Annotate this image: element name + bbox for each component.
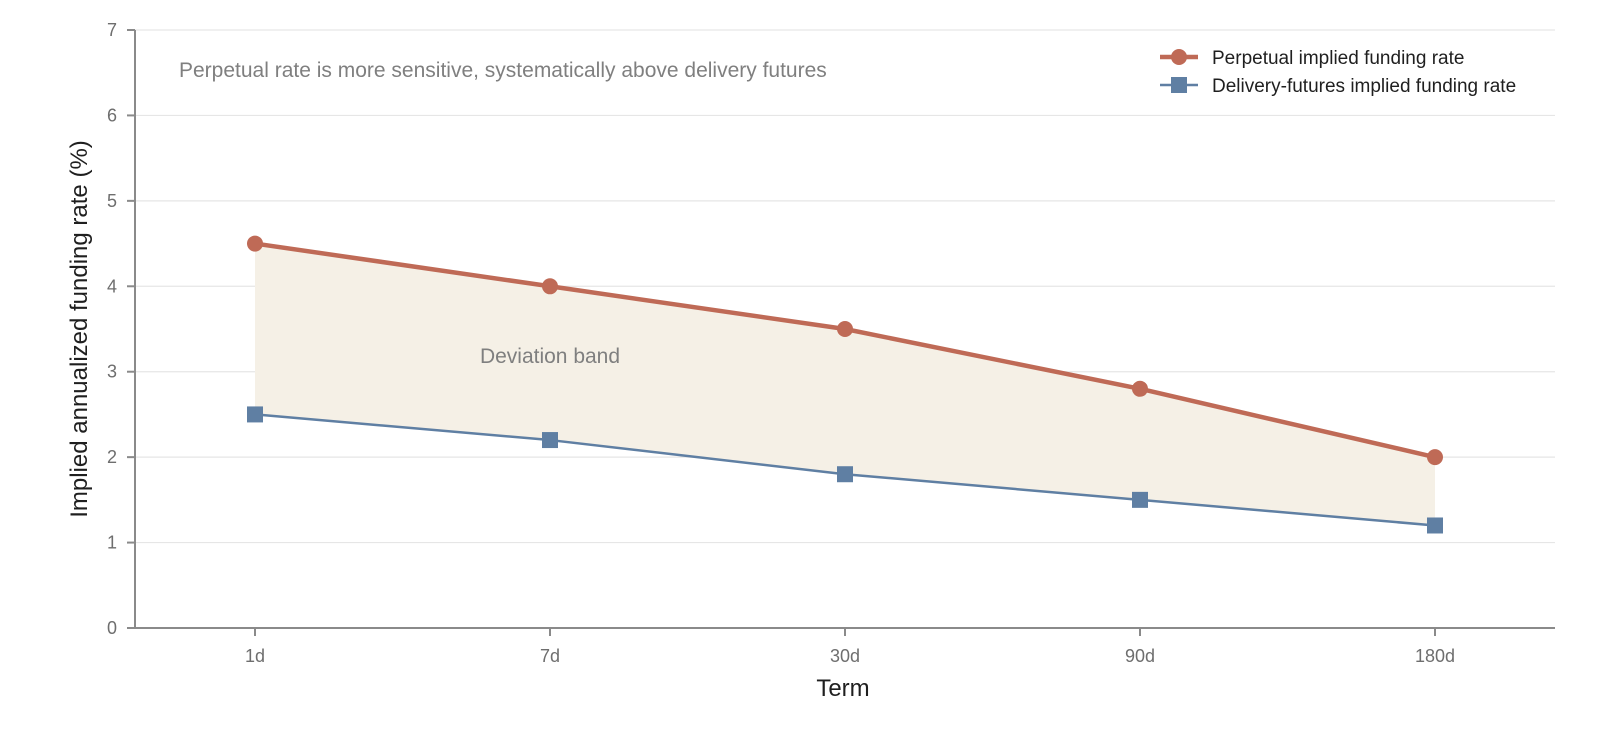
- y-tick-label: 6: [107, 105, 117, 125]
- y-tick-label: 4: [107, 276, 117, 296]
- data-point-perpetual: [1132, 380, 1148, 397]
- legend-label: Delivery-futures implied funding rate: [1212, 76, 1516, 97]
- y-tick-label: 0: [107, 618, 117, 638]
- data-point-delivery-futures: [1427, 517, 1443, 534]
- data-point-perpetual: [247, 235, 263, 252]
- y-tick-label: 7: [107, 20, 117, 40]
- y-tick-label: 1: [107, 533, 117, 553]
- x-tick-label: 90d: [1125, 646, 1155, 666]
- y-axis-title: Implied annualized funding rate (%): [66, 140, 93, 518]
- x-tick-label: 180d: [1415, 646, 1455, 666]
- deviation-band: [255, 243, 1435, 526]
- data-point-delivery-futures: [1132, 491, 1148, 508]
- x-tick-label: 7d: [540, 646, 560, 666]
- legend-marker-delivery-futures: [1171, 77, 1187, 93]
- chart-annotation: Perpetual rate is more sensitive, system…: [179, 59, 827, 82]
- band-label: Deviation band: [480, 345, 620, 368]
- data-point-delivery-futures: [542, 432, 558, 449]
- y-tick-label: 2: [107, 447, 117, 467]
- data-point-perpetual: [1427, 449, 1443, 466]
- y-tick-label: 3: [107, 362, 117, 382]
- x-axis-title: Term: [816, 675, 869, 702]
- data-point-delivery-futures: [247, 406, 263, 423]
- x-tick-label: 1d: [245, 646, 265, 666]
- legend-marker-perpetual: [1171, 49, 1187, 65]
- data-point-perpetual: [542, 278, 558, 295]
- y-tick-label: 5: [107, 191, 117, 211]
- legend-label: Perpetual implied funding rate: [1212, 48, 1464, 69]
- x-tick-label: 30d: [830, 646, 860, 666]
- data-point-perpetual: [837, 321, 853, 337]
- data-point-delivery-futures: [837, 466, 853, 483]
